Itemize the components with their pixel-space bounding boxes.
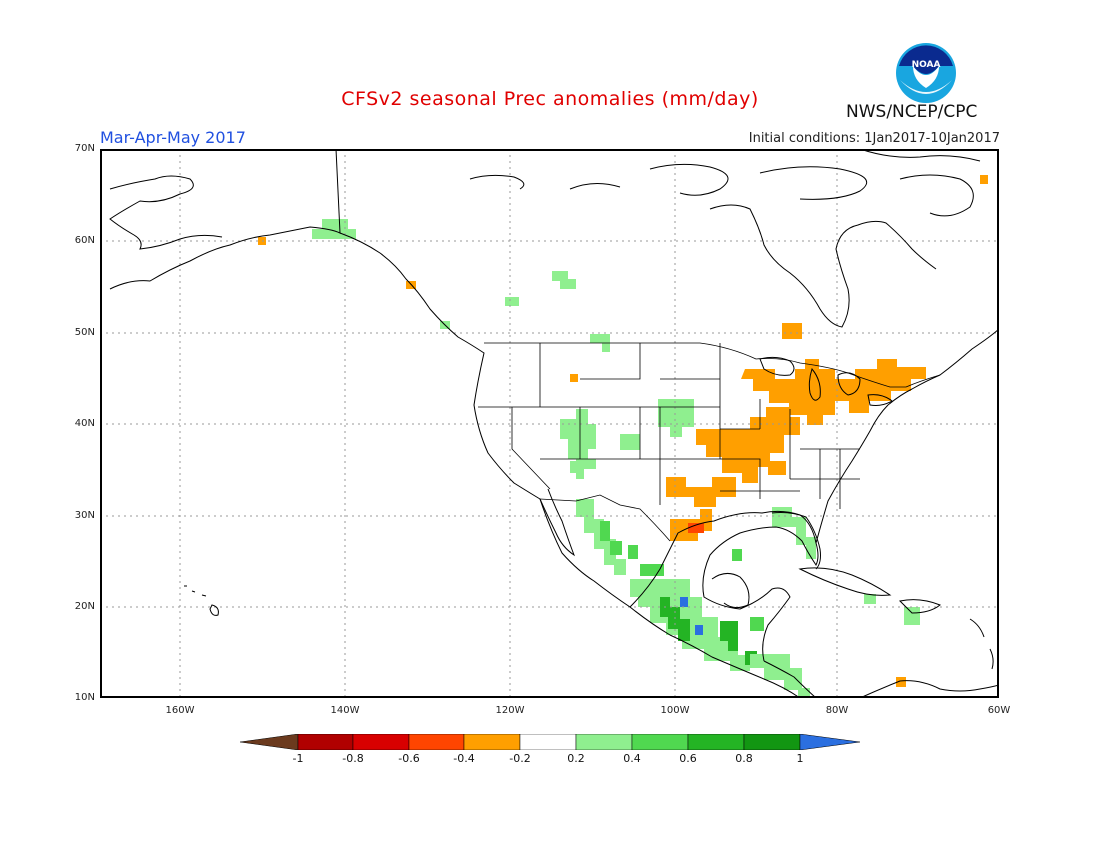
border-us-canada <box>484 342 941 388</box>
anomaly-wet-central-america <box>750 654 810 698</box>
coastline-florida <box>771 512 821 570</box>
colorbar-swatch-gt-1 <box>799 734 860 750</box>
coastline-alaska-north <box>109 175 223 250</box>
colorbar-swatch-neg08-neg06 <box>352 734 410 750</box>
anomaly-wet-canada-1 <box>552 271 576 289</box>
anomaly-wet-alaska <box>312 219 356 239</box>
map-title: CFSv2 seasonal Prec anomalies (mm/day) <box>341 88 759 110</box>
anomaly-shading <box>258 175 988 698</box>
coastline-alaska <box>109 149 341 290</box>
coastline-arctic-islands <box>469 149 981 217</box>
colorbar-swatch-neg1-neg08 <box>297 734 354 750</box>
colorbar-label-1: 1 <box>796 752 804 765</box>
gridlines <box>100 149 999 698</box>
lon-label-120w: 120W <box>495 705 525 716</box>
political-boundaries <box>478 342 941 542</box>
anomaly-dry-northeast <box>872 367 926 397</box>
lon-label-160w: 160W <box>165 705 195 716</box>
coastlines <box>109 149 999 698</box>
lat-label-70n: 70N <box>74 143 95 154</box>
anomaly-wet-mexico-strong <box>660 597 757 665</box>
colorbar-label-neg02: -0.2 <box>509 752 531 765</box>
coastline-great-lakes <box>759 356 893 406</box>
colorbar-label-neg1: -1 <box>292 752 304 765</box>
coastline-gulf <box>629 510 819 662</box>
coastline-cuba <box>798 567 892 596</box>
colorbar-label-08: 0.8 <box>735 752 753 765</box>
lat-label-60n: 60N <box>74 235 95 246</box>
anomaly-dry-southeast <box>768 461 786 475</box>
season-label: Mar-Apr-May 2017 <box>100 128 246 147</box>
anomaly-dry-colombia <box>896 677 906 687</box>
lat-label-50n: 50N <box>74 327 95 338</box>
border-us-mexico <box>539 494 671 542</box>
anomaly-wet-mexico-verystrong <box>680 597 703 635</box>
coastline-south-america <box>859 680 999 698</box>
lon-label-140w: 140W <box>330 705 360 716</box>
lat-label-10n: 10N <box>74 692 95 703</box>
colorbar <box>240 734 860 750</box>
coastline-hawaii <box>184 585 219 616</box>
lat-label-20n: 20N <box>74 601 95 612</box>
anomaly-wet-rockies <box>570 424 640 473</box>
colorbar-label-neg06: -0.6 <box>398 752 420 765</box>
state-lines <box>478 343 860 509</box>
precipitation-anomaly-map <box>100 149 999 698</box>
anomaly-dry-texas-mod <box>688 523 704 533</box>
anomaly-dry-texas <box>666 477 736 541</box>
anomaly-dry-ontario <box>782 323 802 339</box>
lon-label-100w: 100W <box>660 705 690 716</box>
colorbar-swatch-neg04-neg02 <box>463 734 521 750</box>
lon-label-60w: 60W <box>987 705 1011 716</box>
initial-conditions-label: Initial conditions: 1Jan2017-10Jan2017 <box>748 131 1000 146</box>
coastline-baja <box>539 488 576 557</box>
anomaly-dry-wyoming <box>570 374 578 382</box>
anomaly-wet-caribbean <box>864 594 920 625</box>
map-frame <box>100 149 999 698</box>
anomaly-wet-yucatan <box>732 549 764 631</box>
lat-label-30n: 30N <box>74 510 95 521</box>
anomaly-dry-great-lakes <box>741 359 911 425</box>
colorbar-label-06: 0.6 <box>679 752 697 765</box>
coastline-west-coast <box>339 232 801 698</box>
anomaly-wet-florida <box>772 507 816 559</box>
coastline-hudson-bay <box>709 204 937 328</box>
colorbar-swatch-08-1 <box>743 734 801 750</box>
coastline-yucatan <box>711 573 750 609</box>
colorbar-label-neg08: -0.8 <box>342 752 364 765</box>
colorbar-label-02: 0.2 <box>567 752 585 765</box>
colorbar-swatch-neg06-neg04 <box>408 734 465 750</box>
colorbar-swatch-lt-neg1 <box>240 734 299 750</box>
colorbar-label-neg04: -0.4 <box>453 752 475 765</box>
colorbar-swatch-02-04 <box>575 734 633 750</box>
lat-label-40n: 40N <box>74 418 95 429</box>
coastline-antilles <box>969 618 994 670</box>
anomaly-dry-ohio-valley <box>696 407 800 483</box>
colorbar-swatch-neutral <box>519 734 577 750</box>
anomaly-dry-ne-canada <box>980 175 988 184</box>
anomaly-wet-canada-2 <box>505 297 519 306</box>
noaa-logo-icon: NOAA <box>895 42 957 104</box>
anomaly-wet-mexico-mod <box>600 521 664 576</box>
colorbar-swatch-04-06 <box>631 734 689 750</box>
logo-text: NOAA <box>912 60 941 70</box>
coastline-east-coast <box>815 328 999 544</box>
colorbar-label-04: 0.4 <box>623 752 641 765</box>
agency-label: NWS/NCEP/CPC <box>846 102 978 122</box>
colorbar-swatch-06-08 <box>687 734 745 750</box>
coastline-central-america <box>763 660 817 698</box>
anomaly-wet-plains <box>658 399 694 437</box>
coastline-hispaniola <box>898 599 941 614</box>
lon-label-80w: 80W <box>825 705 849 716</box>
